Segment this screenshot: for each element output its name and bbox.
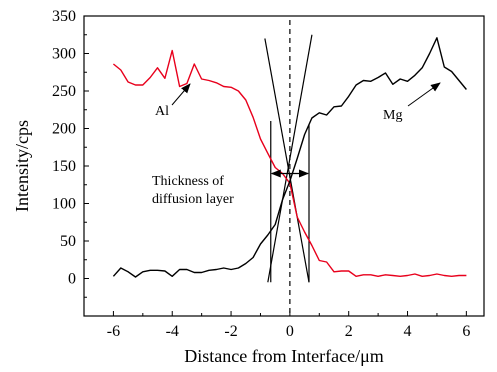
x-axis-title: Distance from Interface/μm — [184, 346, 384, 366]
x-tick-label: 0 — [286, 323, 294, 340]
y-tick-label: 150 — [52, 158, 76, 175]
y-tick-label: 100 — [52, 196, 76, 213]
series-layer — [112, 37, 467, 278]
y-tick-label: 50 — [60, 233, 76, 250]
thickness-label-line1: Thickness of — [152, 174, 224, 189]
axis-ticks: -6 -4 -2 0 2 4 6 0 50 100 150 200 250 300 350 — [52, 8, 470, 340]
annotations: Al Mg Thickness of diffusion layer — [152, 82, 441, 207]
thickness-label-line2: diffusion layer — [152, 192, 234, 207]
x-tick-label: -2 — [224, 323, 237, 340]
tangent-guides — [264, 20, 313, 316]
y-tick-label: 200 — [52, 121, 76, 138]
x-tick-label: 6 — [462, 323, 470, 340]
series-line-mg — [112, 37, 467, 278]
y-tick-label: 350 — [52, 8, 76, 25]
y-tick-label: 250 — [52, 83, 76, 100]
y-tick-label: 300 — [52, 46, 76, 63]
mg-tangent-line — [267, 34, 313, 283]
mg-label: Mg — [383, 108, 402, 123]
y-axis-title: Intensity/cps — [12, 120, 32, 212]
al-label: Al — [155, 104, 169, 119]
x-tick-label: 4 — [404, 323, 412, 340]
x-tick-label: -6 — [107, 323, 120, 340]
mg-arrow — [407, 82, 441, 107]
al-tangent-line — [264, 38, 310, 283]
y-tick-label: 0 — [68, 271, 76, 288]
al-arrow — [171, 83, 191, 106]
series-line-al — [112, 49, 467, 277]
x-tick-label: -4 — [166, 323, 179, 340]
x-tick-label: 2 — [345, 323, 353, 340]
